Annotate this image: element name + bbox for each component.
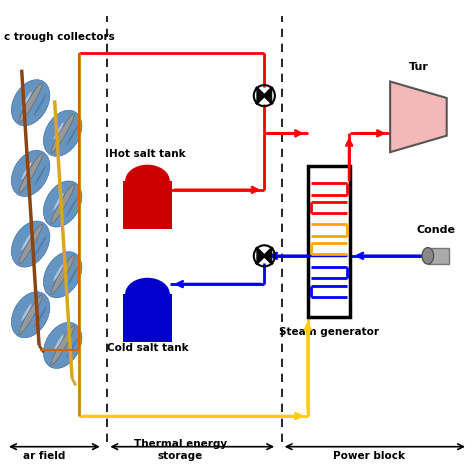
Text: c trough collectors: c trough collectors xyxy=(4,32,115,42)
Polygon shape xyxy=(257,88,264,103)
Ellipse shape xyxy=(19,83,42,122)
Ellipse shape xyxy=(19,295,42,335)
Ellipse shape xyxy=(51,114,74,153)
Bar xyxy=(123,294,172,342)
Ellipse shape xyxy=(19,154,42,193)
Ellipse shape xyxy=(125,278,170,310)
Text: Tur: Tur xyxy=(409,62,428,72)
Text: Hot salt tank: Hot salt tank xyxy=(109,149,186,159)
Text: Steam generator: Steam generator xyxy=(279,328,379,337)
Ellipse shape xyxy=(11,150,50,196)
Ellipse shape xyxy=(34,236,46,257)
Ellipse shape xyxy=(21,304,32,321)
Ellipse shape xyxy=(19,224,42,264)
Ellipse shape xyxy=(34,307,46,328)
Ellipse shape xyxy=(66,125,78,146)
Ellipse shape xyxy=(44,322,82,368)
Ellipse shape xyxy=(44,181,82,227)
Polygon shape xyxy=(390,82,447,152)
Ellipse shape xyxy=(51,184,74,224)
Ellipse shape xyxy=(21,162,32,180)
Text: Conde: Conde xyxy=(417,225,456,235)
Polygon shape xyxy=(264,248,272,264)
Bar xyxy=(125,294,170,339)
Ellipse shape xyxy=(21,91,32,109)
Ellipse shape xyxy=(34,165,46,187)
Polygon shape xyxy=(257,248,264,264)
Ellipse shape xyxy=(54,193,64,210)
Polygon shape xyxy=(264,88,272,103)
Ellipse shape xyxy=(66,196,78,217)
Text: Cold salt tank: Cold salt tank xyxy=(107,343,188,353)
Ellipse shape xyxy=(66,337,78,358)
Bar xyxy=(125,181,170,227)
Ellipse shape xyxy=(11,80,50,126)
Ellipse shape xyxy=(51,255,74,294)
Ellipse shape xyxy=(66,266,78,288)
Ellipse shape xyxy=(21,233,32,250)
Text: ar field: ar field xyxy=(23,451,65,461)
Ellipse shape xyxy=(34,94,46,116)
Ellipse shape xyxy=(422,247,434,264)
Text: Power block: Power block xyxy=(333,451,405,461)
Ellipse shape xyxy=(44,252,82,298)
Ellipse shape xyxy=(11,221,50,267)
Bar xyxy=(123,181,172,229)
Ellipse shape xyxy=(11,292,50,338)
Text: Thermal energy
storage: Thermal energy storage xyxy=(134,439,227,461)
Ellipse shape xyxy=(51,326,74,365)
Ellipse shape xyxy=(54,334,64,352)
Bar xyxy=(308,166,350,317)
Ellipse shape xyxy=(125,164,170,198)
Ellipse shape xyxy=(44,110,82,156)
Bar xyxy=(428,247,449,264)
Ellipse shape xyxy=(54,122,64,139)
Ellipse shape xyxy=(54,264,64,281)
